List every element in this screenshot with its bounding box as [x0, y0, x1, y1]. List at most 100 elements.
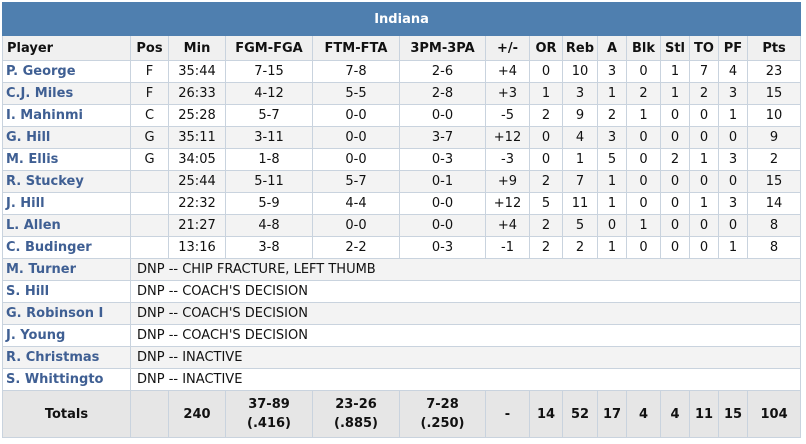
totals-or: 14: [529, 390, 563, 438]
free-throws: 5-5: [312, 82, 400, 105]
player-name[interactable]: J. Hill: [2, 192, 131, 215]
minutes: 26:33: [168, 82, 226, 105]
table-row-dnp: R. Christmas DNP -- INACTIVE: [2, 346, 802, 369]
plus-minus: +9: [485, 170, 530, 193]
offensive-rebounds: 2: [529, 104, 563, 127]
free-throws: 4-4: [312, 192, 400, 215]
player-name[interactable]: S. Whittingto: [2, 368, 131, 391]
plus-minus: +4: [485, 60, 530, 83]
plus-minus: -3: [485, 148, 530, 171]
table-row: G. Hill G 35:11 3-11 0-0 3-7 +12 0 4 3 0 0 0 0 9: [2, 126, 802, 149]
totals-pf: 15: [718, 390, 748, 438]
column-header: OR: [529, 35, 563, 61]
player-name[interactable]: R. Christmas: [2, 346, 131, 369]
three-pointers: 2-8: [399, 82, 486, 105]
minutes: 34:05: [168, 148, 226, 171]
steals: 2: [660, 148, 690, 171]
table-row-dnp: S. Hill DNP -- COACH'S DECISION: [2, 280, 802, 303]
turnovers: 1: [689, 148, 719, 171]
three-pointers: 2-6: [399, 60, 486, 83]
personal-fouls: 0: [718, 126, 748, 149]
player-name[interactable]: R. Stuckey: [2, 170, 131, 193]
personal-fouls: 0: [718, 170, 748, 193]
assists: 3: [597, 126, 627, 149]
table-row-dnp: M. Turner DNP -- CHIP FRACTURE, LEFT THUM…: [2, 258, 802, 281]
field-goals: 5-9: [225, 192, 313, 215]
minutes: 22:32: [168, 192, 226, 215]
column-header: Pts: [746, 35, 802, 61]
personal-fouls: 4: [718, 60, 748, 83]
column-header: Blk: [626, 35, 661, 61]
totals-3p: 7-28 (.250): [399, 390, 486, 438]
column-header: A: [597, 35, 627, 61]
blocks: 2: [626, 82, 661, 105]
three-pointers: 0-1: [399, 170, 486, 193]
assists: 2: [597, 104, 627, 127]
three-pointers: 0-0: [399, 192, 486, 215]
steals: 0: [660, 104, 690, 127]
rebounds: 10: [562, 60, 598, 83]
offensive-rebounds: 2: [529, 214, 563, 237]
personal-fouls: 1: [718, 104, 748, 127]
totals-pos: [130, 390, 169, 438]
minutes: 25:28: [168, 104, 226, 127]
field-goals: 4-8: [225, 214, 313, 237]
player-name[interactable]: J. Young: [2, 324, 131, 347]
player-name[interactable]: M. Turner: [2, 258, 131, 281]
offensive-rebounds: 2: [529, 170, 563, 193]
personal-fouls: 3: [718, 192, 748, 215]
field-goals: 5-11: [225, 170, 313, 193]
position: F: [130, 60, 169, 83]
assists: 1: [597, 170, 627, 193]
player-name[interactable]: I. Mahinmi: [2, 104, 131, 127]
points: 8: [746, 236, 802, 259]
totals-pts: 104: [746, 390, 802, 438]
player-rows: P. George F 35:44 7-15 7-8 2-6 +4 0 10 3 0 1 7 4 23 C.J…: [2, 60, 802, 391]
rebounds: 1: [562, 148, 598, 171]
assists: 1: [597, 192, 627, 215]
points: 9: [746, 126, 802, 149]
blocks: 0: [626, 148, 661, 171]
position: [130, 192, 169, 215]
player-name[interactable]: G. Robinson I: [2, 302, 131, 325]
table-row: L. Allen 21:27 4-8 0-0 0-0 +4 2 5 0 1 0 0 0 8: [2, 214, 802, 237]
rebounds: 7: [562, 170, 598, 193]
three-pointers: 0-0: [399, 214, 486, 237]
assists: 0: [597, 214, 627, 237]
position: [130, 236, 169, 259]
rebounds: 9: [562, 104, 598, 127]
points: 8: [746, 214, 802, 237]
offensive-rebounds: 5: [529, 192, 563, 215]
totals-reb: 52: [562, 390, 598, 438]
plus-minus: +3: [485, 82, 530, 105]
player-name[interactable]: P. George: [2, 60, 131, 83]
player-name[interactable]: S. Hill: [2, 280, 131, 303]
totals-3p-pct: (.250): [420, 416, 465, 431]
plus-minus: -5: [485, 104, 530, 127]
player-name[interactable]: L. Allen: [2, 214, 131, 237]
table-row: R. Stuckey 25:44 5-11 5-7 0-1 +9 2 7 1 0 0 0 0 15: [2, 170, 802, 193]
minutes: 35:11: [168, 126, 226, 149]
three-pointers: 0-3: [399, 148, 486, 171]
points: 23: [746, 60, 802, 83]
player-name[interactable]: M. Ellis: [2, 148, 131, 171]
totals-3p-made: 7-28: [426, 397, 459, 412]
points: 10: [746, 104, 802, 127]
points: 15: [746, 82, 802, 105]
field-goals: 7-15: [225, 60, 313, 83]
rebounds: 2: [562, 236, 598, 259]
turnovers: 2: [689, 82, 719, 105]
column-header: 3PM-3PA: [399, 35, 486, 61]
totals-min: 240: [168, 390, 226, 438]
column-header-row: Player Pos Min FGM-FGA FTM-FTA 3PM-3PA +/- OR Re…: [2, 35, 802, 61]
player-name[interactable]: G. Hill: [2, 126, 131, 149]
steals: 0: [660, 214, 690, 237]
three-pointers: 3-7: [399, 126, 486, 149]
plus-minus: +4: [485, 214, 530, 237]
totals-stl: 4: [660, 390, 690, 438]
position: [130, 170, 169, 193]
player-name[interactable]: C. Budinger: [2, 236, 131, 259]
player-name[interactable]: C.J. Miles: [2, 82, 131, 105]
table-row: I. Mahinmi C 25:28 5-7 0-0 0-0 -5 2 9 2 1 0 0 1 10: [2, 104, 802, 127]
field-goals: 4-12: [225, 82, 313, 105]
